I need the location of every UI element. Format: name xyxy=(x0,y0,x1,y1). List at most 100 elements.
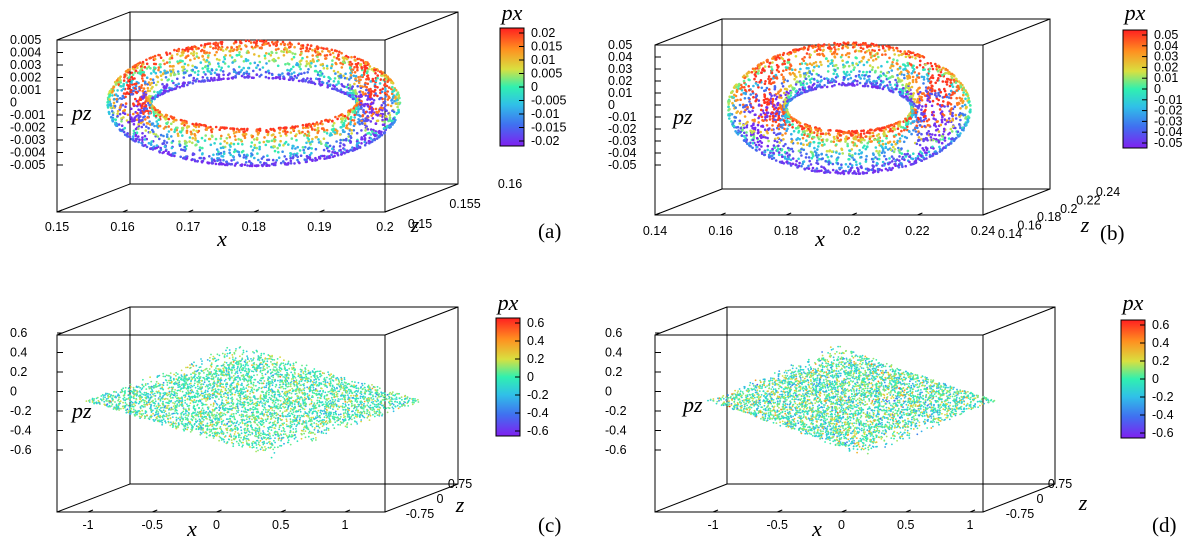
data-point xyxy=(150,81,154,85)
data-point xyxy=(226,73,230,77)
data-point xyxy=(922,137,925,141)
data-point xyxy=(941,80,945,83)
data-point xyxy=(132,122,136,126)
data-point xyxy=(273,59,276,63)
data-point xyxy=(761,119,764,122)
data-point xyxy=(377,131,381,134)
data-point xyxy=(851,141,855,144)
data-point xyxy=(218,78,221,81)
data-point xyxy=(799,91,803,94)
data-point xyxy=(781,126,784,129)
data-point xyxy=(789,91,793,94)
data-point xyxy=(305,47,309,50)
data-point xyxy=(299,47,303,50)
data-point xyxy=(944,122,947,126)
data-point xyxy=(238,44,241,48)
data-point xyxy=(348,94,352,97)
data-point xyxy=(331,150,334,154)
data-point xyxy=(787,61,791,64)
data-point xyxy=(170,79,174,83)
data-point xyxy=(256,152,259,155)
data-point xyxy=(255,129,258,133)
data-point xyxy=(731,122,734,126)
data-point xyxy=(833,64,836,68)
data-point xyxy=(179,118,183,122)
data-point xyxy=(825,153,828,157)
colorbar-title: px xyxy=(1123,0,1146,25)
data-point xyxy=(798,70,801,74)
data-point xyxy=(171,87,174,91)
data-point xyxy=(307,80,310,84)
data-point xyxy=(766,144,770,148)
data-point xyxy=(861,73,864,77)
data-point xyxy=(953,105,957,108)
data-point xyxy=(846,42,850,45)
data-point xyxy=(201,79,204,82)
data-point xyxy=(180,51,184,54)
data-point xyxy=(343,85,346,88)
data-point xyxy=(900,94,904,98)
data-point xyxy=(805,82,809,85)
data-point xyxy=(306,130,310,133)
data-point xyxy=(185,144,188,148)
data-point xyxy=(959,132,962,135)
data-point xyxy=(263,40,267,43)
data-point xyxy=(145,62,149,66)
data-point xyxy=(939,138,942,141)
data-point xyxy=(212,47,215,50)
data-point xyxy=(229,145,232,148)
data-point xyxy=(335,129,339,133)
data-point xyxy=(286,72,290,75)
data-point xyxy=(191,141,194,145)
data-point xyxy=(135,115,138,118)
data-point xyxy=(891,75,895,78)
data-point xyxy=(369,137,373,140)
data-point xyxy=(884,142,888,146)
data-point xyxy=(775,76,778,79)
data-point xyxy=(784,142,787,146)
data-point xyxy=(180,148,183,151)
data-point xyxy=(173,130,176,134)
data-point xyxy=(345,124,349,127)
data-point xyxy=(194,138,197,142)
data-point xyxy=(324,57,328,60)
data-point xyxy=(332,121,336,125)
data-point xyxy=(118,76,122,80)
data-point xyxy=(898,137,902,140)
colorbar-tick-label: 0.005 xyxy=(531,67,562,81)
data-point xyxy=(255,66,258,69)
data-point xyxy=(308,146,311,150)
data-point xyxy=(244,57,248,61)
data-point xyxy=(197,80,201,83)
data-point xyxy=(943,118,947,121)
data-point xyxy=(765,108,768,112)
plot-box-edge xyxy=(982,18,1051,46)
data-point xyxy=(378,70,382,73)
data-point xyxy=(209,143,213,147)
data-point xyxy=(899,50,902,53)
data-point xyxy=(318,157,322,160)
data-point xyxy=(830,59,834,62)
data-point xyxy=(249,62,252,65)
data-point xyxy=(882,72,885,75)
data-point xyxy=(276,64,280,68)
data-point xyxy=(917,117,920,121)
data-point xyxy=(144,105,148,108)
data-point xyxy=(847,136,850,140)
pz-tick-label: -0.004 xyxy=(10,146,45,160)
data-point xyxy=(865,131,869,134)
data-point xyxy=(272,42,275,46)
data-point xyxy=(736,125,740,129)
data-point xyxy=(188,140,191,143)
panel-label: (a) xyxy=(538,219,561,243)
data-point xyxy=(339,113,343,117)
data-point xyxy=(937,130,941,133)
data-point xyxy=(830,77,834,81)
data-point xyxy=(335,56,339,60)
data-point xyxy=(141,60,145,64)
data-point xyxy=(927,70,931,73)
data-point xyxy=(768,88,771,91)
data-point xyxy=(172,81,175,85)
colorbar-title: px xyxy=(500,0,523,25)
data-point xyxy=(266,140,270,143)
